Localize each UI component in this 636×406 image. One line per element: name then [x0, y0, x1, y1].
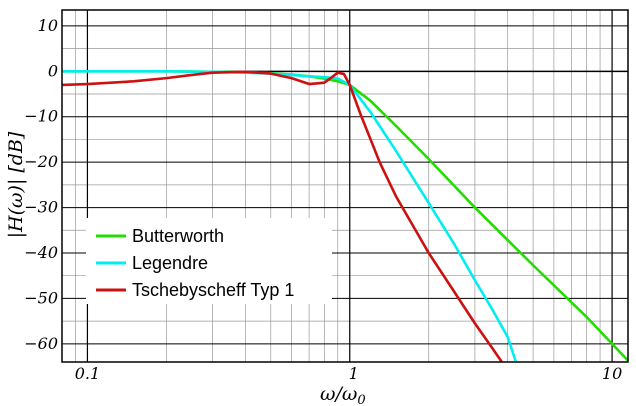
x-tick-label: 10 — [602, 364, 622, 383]
legend-label-legendre: Legendre — [132, 253, 208, 273]
series-line-legendre — [62, 70, 518, 362]
series-line-butterworth — [62, 70, 628, 362]
series-layer — [62, 70, 628, 362]
y-tick-label: −20 — [24, 152, 58, 171]
y-tick-label: −40 — [24, 243, 58, 262]
y-tick-label: 10 — [38, 16, 58, 35]
y-tick-label: −60 — [24, 334, 58, 353]
legend-label-tschebyscheff: Tschebyscheff Typ 1 — [132, 280, 294, 300]
legend-label-butterworth: Butterworth — [132, 226, 224, 246]
x-axis-label: ω/ω0 — [320, 383, 366, 406]
y-tick-label: 0 — [48, 61, 58, 80]
y-axis-label: |H(ω)| [dB] — [5, 131, 27, 238]
y-tick-labels: 10 0 −10 −20 −30 −40 −50 −60 — [24, 16, 58, 353]
major-grid — [62, 10, 628, 362]
x-tick-label: 1 — [349, 364, 359, 383]
legend-box — [86, 218, 332, 304]
y-tick-label: −30 — [24, 198, 58, 217]
minor-grid — [61, 10, 628, 362]
x-tick-labels: 0.1 1 10 — [75, 364, 623, 383]
y-tick-label: −50 — [24, 288, 58, 307]
x-tick-label: 0.1 — [75, 364, 100, 383]
legend: Butterworth Legendre Tschebyscheff Typ 1 — [86, 218, 332, 304]
y-tick-label: −10 — [24, 107, 58, 126]
x-axis-label-subscript: 0 — [357, 393, 365, 406]
series-line-tschebyscheff — [62, 70, 503, 362]
plot-frame — [61, 9, 629, 363]
